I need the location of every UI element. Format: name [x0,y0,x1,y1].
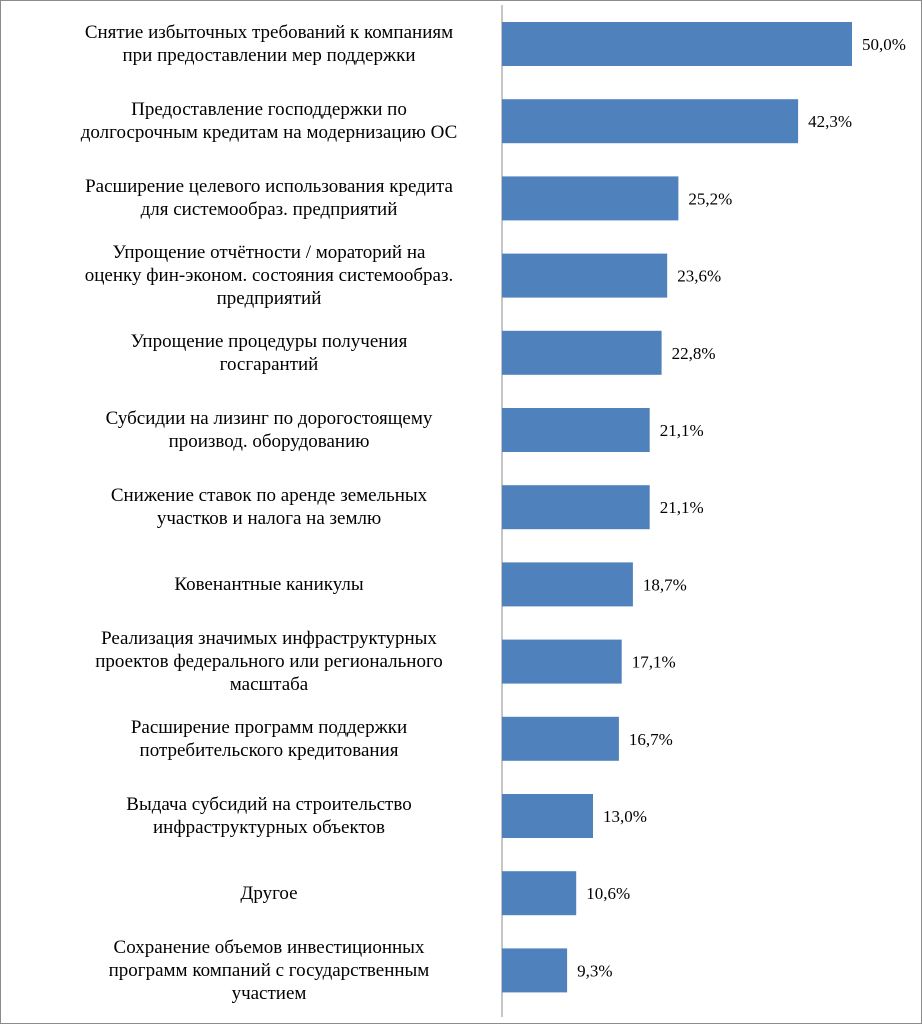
data-label: 21,1% [660,421,704,440]
category-label: Упрощение процедуры получения госгаранти… [130,330,408,375]
bar [502,639,622,684]
data-label: 22,8% [672,344,716,363]
category-label: Предоставление господдержки по долгосроч… [80,99,458,144]
category-label: Снятие избыточных требований к компаниям… [84,22,454,66]
data-label: 18,7% [643,575,687,594]
bar [502,408,650,452]
data-label: 16,7% [629,730,673,749]
data-label: 21,1% [660,498,704,517]
category-label: Расширение целевого использования кредит… [85,176,453,221]
data-label: 10,6% [586,884,630,903]
category-label: Снижение ставок по аренде земельных учас… [110,485,428,530]
data-label: 17,1% [632,653,676,672]
category-label: Реализация значимых инфраструктурных про… [95,628,443,696]
data-label: 50,0% [862,35,906,54]
data-label: 23,6% [677,267,721,286]
bar [502,330,662,375]
category-label: Ковенантные каникулы [174,573,364,595]
bar [502,794,593,838]
category-label: Субсидии на лизинг по дорогостоящему про… [105,408,433,452]
data-label: 42,3% [808,112,852,131]
bar [502,562,633,607]
bar [502,253,668,298]
bar [502,176,679,221]
bar [502,99,799,144]
category-label: Сохранение объемов инвестиционных програ… [108,936,430,1004]
bar [502,22,852,66]
bar [502,948,568,993]
bar [502,871,577,916]
category-label: Другое [240,882,298,904]
data-label: 13,0% [603,807,647,826]
data-label: 9,3% [577,961,612,980]
bar [502,485,650,530]
bar [502,716,619,761]
data-label: 25,2% [688,189,732,208]
category-label: Выдача субсидий на строительство инфраст… [126,794,412,838]
category-label: Расширение программ поддержки потребител… [130,716,408,761]
category-label: Упрощение отчётности / мораторий на оцен… [84,242,454,310]
